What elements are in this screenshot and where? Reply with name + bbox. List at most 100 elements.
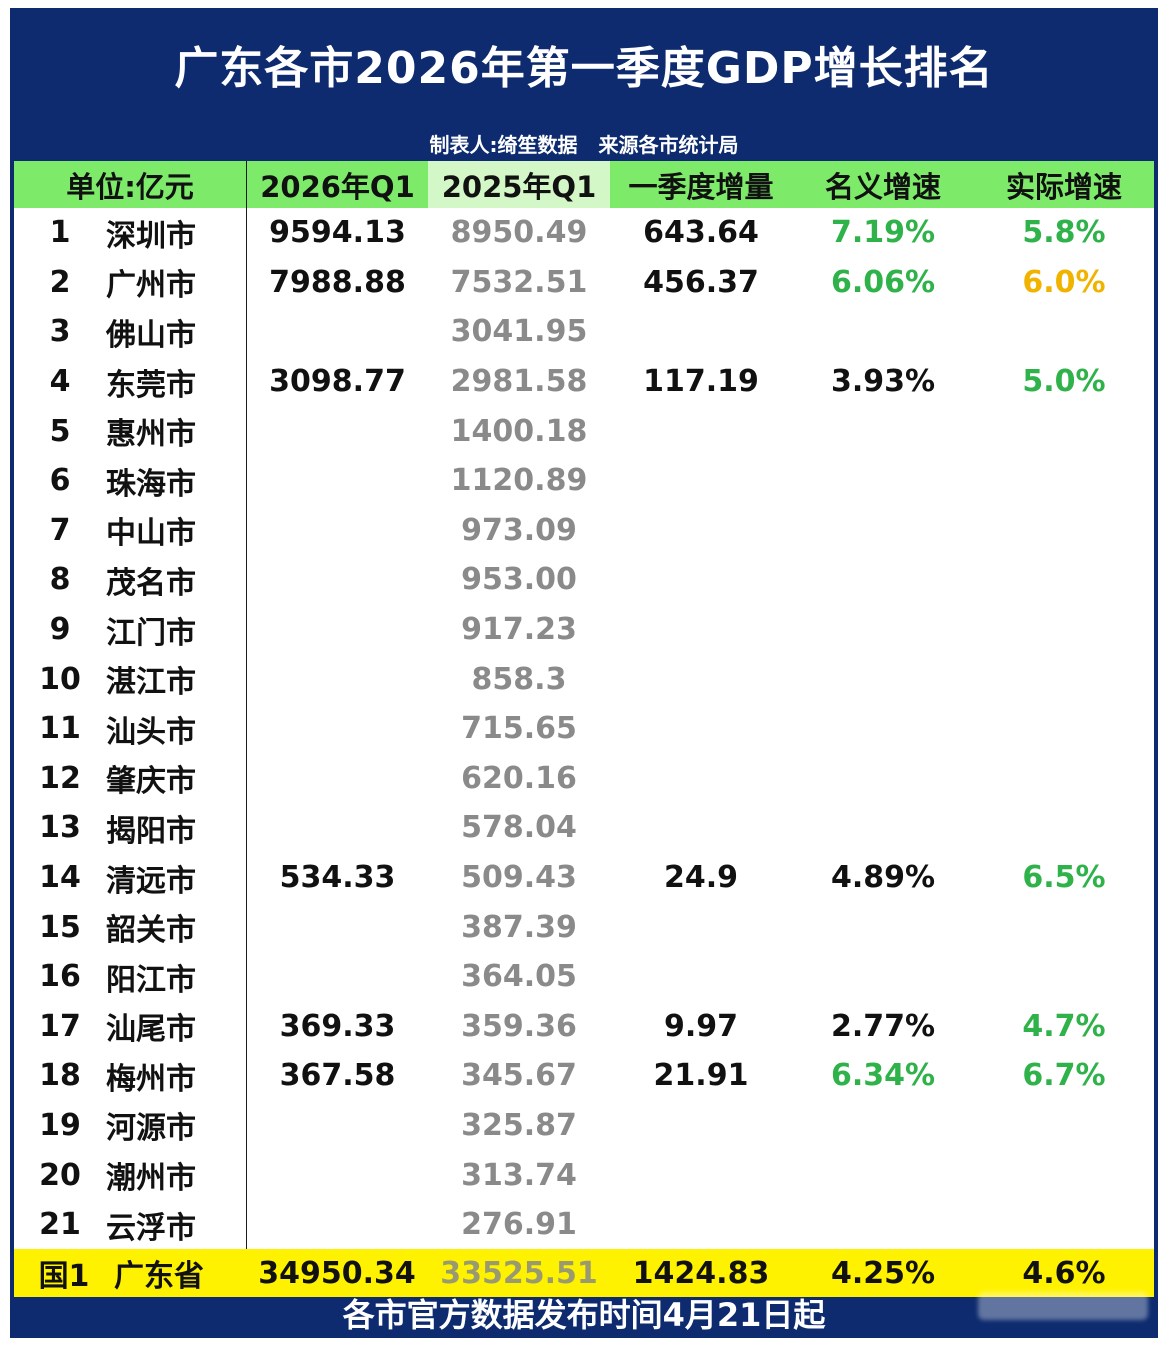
value-real-growth [974, 803, 1154, 853]
value-increase [610, 902, 792, 952]
value-real-growth [974, 754, 1154, 804]
value-2026-q1 [246, 455, 428, 506]
value-increase [610, 307, 792, 357]
value-real-growth [974, 902, 1154, 952]
table-row: 20 潮州市 313.74 [14, 1150, 1154, 1200]
header-2025-q1: 2025年Q1 [428, 161, 610, 208]
city-name: 惠州市 [106, 417, 196, 453]
value-nominal-growth: 3.93% [830, 364, 936, 400]
city-name: 佛山市 [106, 317, 196, 353]
rank-number: 6 [49, 463, 71, 499]
rank-number: 18 [39, 1058, 81, 1094]
value-nominal-growth [792, 1150, 974, 1200]
value-real-growth: 6.5% [1022, 860, 1106, 896]
city-name: 江门市 [106, 615, 196, 651]
value-2025-q1: 3041.95 [450, 314, 588, 350]
value-nominal-growth: 6.34% [830, 1058, 936, 1094]
value-nominal-growth [792, 307, 974, 357]
value-increase: 643.64 [643, 215, 759, 251]
rank-number: 13 [39, 810, 81, 846]
value-2026-q1 [246, 1199, 428, 1250]
value-real-growth: 6.0% [1022, 264, 1106, 300]
value-nominal-growth [792, 1200, 974, 1250]
value-2026-q1: 369.33 [246, 1001, 428, 1052]
value-2025-q1: 858.3 [471, 661, 567, 697]
value-2025-q1: 620.16 [461, 760, 577, 796]
table-row: 2 广州市 7988.88 7532.51 456.37 6.06% 6.0% [14, 257, 1154, 308]
value-increase [610, 952, 792, 1002]
rank-number: 9 [49, 612, 71, 648]
city-name: 潮州市 [106, 1161, 196, 1197]
value-increase [610, 506, 792, 556]
value-2025-q1: 2981.58 [450, 364, 588, 400]
value-increase: 24.9 [663, 860, 739, 896]
value-real-growth [974, 506, 1154, 556]
table-header: 单位:亿元 2026年Q1 2025年Q1 一季度增量 名义增速 实际增速 [14, 161, 1154, 208]
subtitle: 制表人:绮笙数据 来源各市统计局 [429, 132, 739, 157]
total-increase: 1424.83 [632, 1255, 770, 1291]
value-increase [610, 406, 792, 456]
value-increase [610, 1200, 792, 1250]
table-row: 16 阳江市 364.05 [14, 951, 1154, 1002]
city-name: 肇庆市 [106, 764, 196, 800]
city-name: 广州市 [106, 268, 196, 304]
value-2026-q1 [246, 406, 428, 456]
value-increase [610, 754, 792, 804]
rank-number: 21 [39, 1207, 81, 1243]
rank-number: 11 [39, 711, 81, 747]
value-2026-q1: 3098.77 [246, 356, 428, 407]
watermark [978, 1292, 1148, 1320]
table-row: 14 清远市 534.33 509.43 24.9 4.89% 6.5% [14, 852, 1154, 903]
total-nominal-growth: 4.25% [830, 1255, 936, 1291]
value-2025-q1: 973.09 [461, 512, 577, 548]
value-2025-q1: 715.65 [461, 711, 577, 747]
value-real-growth: 6.7% [1022, 1058, 1106, 1094]
value-nominal-growth [792, 605, 974, 655]
table-row: 8 茂名市 953.00 [14, 555, 1154, 605]
header-nominal-growth: 名义增速 [824, 169, 941, 204]
table-row: 3 佛山市 3041.95 [14, 307, 1154, 357]
city-name: 阳江市 [106, 962, 196, 998]
value-2025-q1: 276.91 [461, 1207, 577, 1243]
city-name: 清远市 [106, 863, 196, 899]
value-nominal-growth [792, 902, 974, 952]
table-row: 13 揭阳市 578.04 [14, 803, 1154, 853]
value-2026-q1 [246, 555, 428, 605]
rank-number: 4 [49, 364, 71, 400]
value-2026-q1 [246, 951, 428, 1002]
value-2025-q1: 7532.51 [450, 264, 588, 300]
value-2026-q1 [246, 604, 428, 655]
table-row: 21 云浮市 276.91 [14, 1199, 1154, 1250]
value-2025-q1: 509.43 [461, 860, 577, 896]
value-real-growth [974, 952, 1154, 1002]
rank-number: 16 [39, 959, 81, 995]
value-increase [610, 654, 792, 704]
value-real-growth [974, 456, 1154, 506]
total-2025-q1: 33525.51 [440, 1255, 598, 1291]
header-increase: 一季度增量 [628, 169, 774, 204]
city-name: 茂名市 [106, 565, 196, 601]
table-row: 6 珠海市 1120.89 [14, 455, 1154, 506]
table-row: 19 河源市 325.87 [14, 1100, 1154, 1151]
rank-number: 2 [49, 264, 71, 300]
city-name: 汕尾市 [106, 1012, 196, 1048]
value-real-growth: 5.8% [1022, 215, 1106, 251]
rank-number: 12 [39, 760, 81, 796]
value-increase: 117.19 [643, 364, 759, 400]
value-nominal-growth [792, 704, 974, 754]
city-name: 湛江市 [106, 665, 196, 701]
city-name: 云浮市 [106, 1210, 196, 1246]
value-real-growth [974, 654, 1154, 704]
value-nominal-growth [792, 754, 974, 804]
city-name: 汕头市 [106, 714, 196, 750]
table-row: 1 深圳市 9594.13 8950.49 643.64 7.19% 5.8% [14, 208, 1154, 258]
value-increase [610, 704, 792, 754]
value-increase [610, 605, 792, 655]
value-2025-q1: 8950.49 [450, 215, 588, 251]
city-name: 深圳市 [106, 218, 196, 254]
header-unit: 单位:亿元 [66, 169, 194, 204]
value-real-growth: 4.7% [1022, 1008, 1106, 1044]
value-2026-q1 [246, 803, 428, 853]
value-2026-q1: 367.58 [246, 1051, 428, 1101]
